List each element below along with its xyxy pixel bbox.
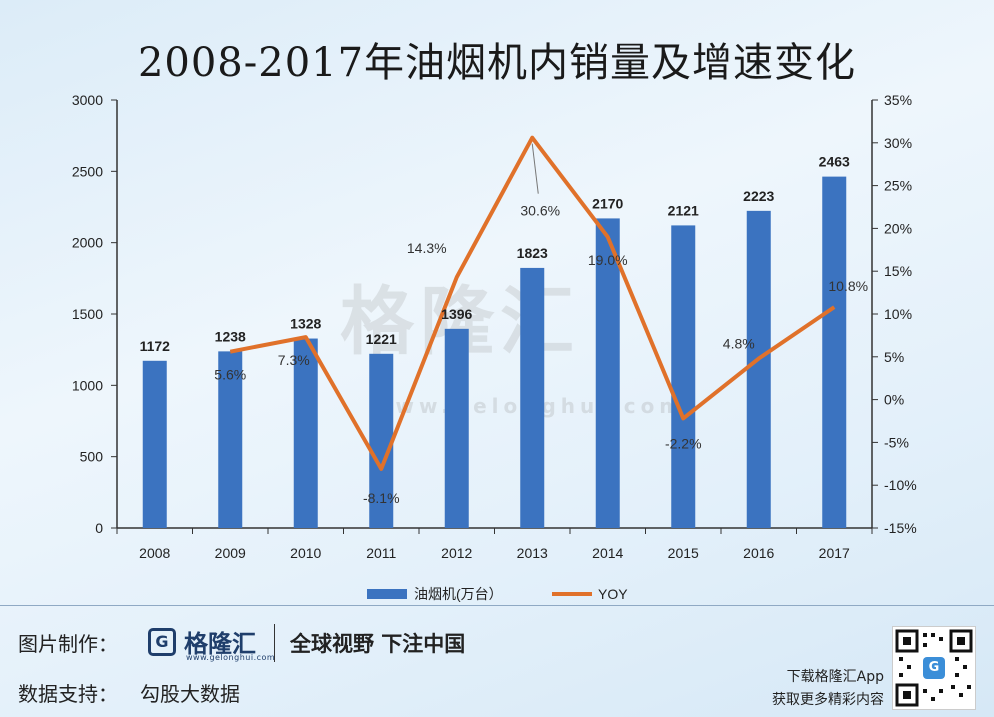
right-tick-label: 35% (884, 92, 912, 108)
yoy-data-label: 7.3% (278, 352, 310, 368)
qr-code[interactable]: G (892, 626, 976, 710)
logo-divider (274, 624, 275, 662)
legend-line-label: YOY (598, 586, 628, 602)
bar-data-label: 1172 (140, 338, 171, 354)
yoy-data-label: 14.3% (407, 240, 447, 256)
bar (444, 328, 469, 528)
right-tick-label: 5% (884, 349, 904, 365)
left-tick-label: 500 (80, 449, 104, 465)
download-text-line1: 下载格隆汇App (786, 669, 884, 685)
data-source: 勾股大数据 (140, 682, 240, 706)
qr-center-logo-icon: G (923, 657, 945, 679)
bar (671, 225, 696, 529)
x-tick-label: 2014 (592, 545, 623, 561)
right-tick-label: -15% (884, 520, 917, 536)
x-tick-label: 2010 (290, 545, 321, 561)
logo-name: 格隆汇 (184, 630, 256, 658)
bar-data-label: 1238 (215, 328, 246, 344)
yoy-data-label: 10.8% (828, 278, 868, 294)
leader-line (531, 143, 539, 194)
right-tick-label: -10% (884, 477, 917, 493)
qr-code-icon (895, 629, 973, 707)
x-tick-label: 2011 (366, 545, 396, 561)
yoy-data-label: -2.2% (665, 435, 702, 451)
bar (746, 210, 771, 529)
bar-data-label: 1823 (517, 245, 548, 261)
left-tick-label: 1500 (72, 306, 103, 322)
left-tick-label: 2500 (72, 163, 103, 179)
left-tick-label: 0 (95, 520, 103, 536)
bar (369, 353, 394, 528)
left-tick-label: 3000 (72, 92, 103, 108)
yoy-data-label: 30.6% (520, 203, 560, 219)
footer-divider (0, 605, 994, 606)
bar (520, 267, 545, 528)
yoy-data-label: 19.0% (588, 252, 628, 268)
right-tick-label: 15% (884, 263, 912, 279)
x-tick-label: 2012 (441, 545, 472, 561)
gelonghui-logo-icon: G (148, 628, 176, 656)
bar-data-label: 2121 (668, 202, 699, 218)
bar-data-label: 1328 (290, 316, 321, 332)
yoy-data-label: 5.6% (214, 367, 246, 383)
right-tick-label: 10% (884, 306, 912, 322)
x-tick-label: 2015 (668, 545, 699, 561)
bar-data-label: 1221 (366, 331, 397, 347)
legend-bar-swatch (367, 589, 407, 599)
x-tick-label: 2017 (819, 545, 850, 561)
bar-data-label: 2463 (819, 154, 850, 170)
x-tick-label: 2009 (215, 545, 246, 561)
yoy-data-label: 4.8% (723, 336, 755, 352)
x-tick-label: 2013 (517, 545, 548, 561)
yoy-data-label: -8.1% (363, 490, 400, 506)
right-tick-label: 0% (884, 392, 904, 408)
made-by-label: 图片制作： (18, 632, 118, 656)
download-text-line2: 获取更多精彩内容 (772, 692, 884, 708)
bar (822, 176, 847, 528)
left-tick-label: 1000 (72, 377, 103, 393)
bar (595, 218, 620, 528)
bar-data-label: 1396 (441, 306, 472, 322)
right-tick-label: -5% (884, 434, 909, 450)
x-tick-label: 2016 (743, 545, 774, 561)
chart-title: 2008-2017年油烟机内销量及增速变化 (137, 40, 857, 86)
bar (293, 338, 318, 528)
bar-data-label: 2170 (592, 195, 623, 211)
bar (142, 360, 167, 528)
bar-data-label: 2223 (743, 188, 774, 204)
yoy-line (229, 135, 836, 471)
legend-bar-label: 油烟机(万台） (414, 586, 503, 602)
logo-url: www.gelonghui.com (186, 653, 276, 662)
left-tick-label: 2000 (72, 235, 103, 251)
bar (218, 351, 243, 528)
right-tick-label: 25% (884, 178, 912, 194)
data-support-label: 数据支持： (18, 682, 118, 706)
right-tick-label: 30% (884, 135, 912, 151)
x-tick-label: 2008 (139, 545, 170, 561)
right-tick-label: 20% (884, 220, 912, 236)
slogan: 全球视野 下注中国 (290, 632, 466, 656)
